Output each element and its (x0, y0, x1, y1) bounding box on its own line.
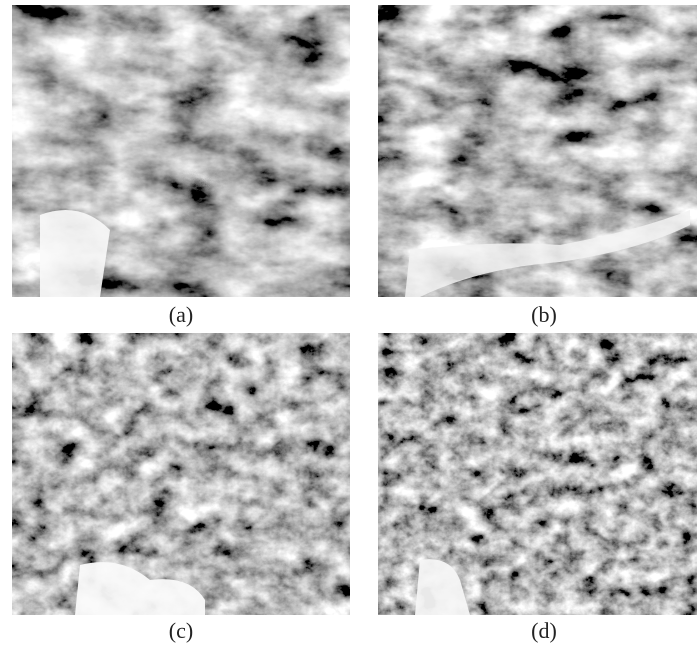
caption: (b) (531, 302, 557, 327)
page: (a) (b) (c) (d) (() => { const data = JS… (0, 0, 700, 651)
panel-b: (b) (378, 5, 697, 327)
caption: (a) (169, 302, 193, 327)
panel-c: (c) (12, 333, 350, 643)
panel-d: (d) (378, 333, 697, 643)
bright-area (40, 210, 110, 297)
image (12, 333, 350, 615)
figure: (a) (b) (c) (d) (0, 0, 700, 651)
caption: (d) (531, 618, 557, 643)
caption: (c) (169, 618, 193, 643)
panel-a: (a) (12, 5, 350, 327)
